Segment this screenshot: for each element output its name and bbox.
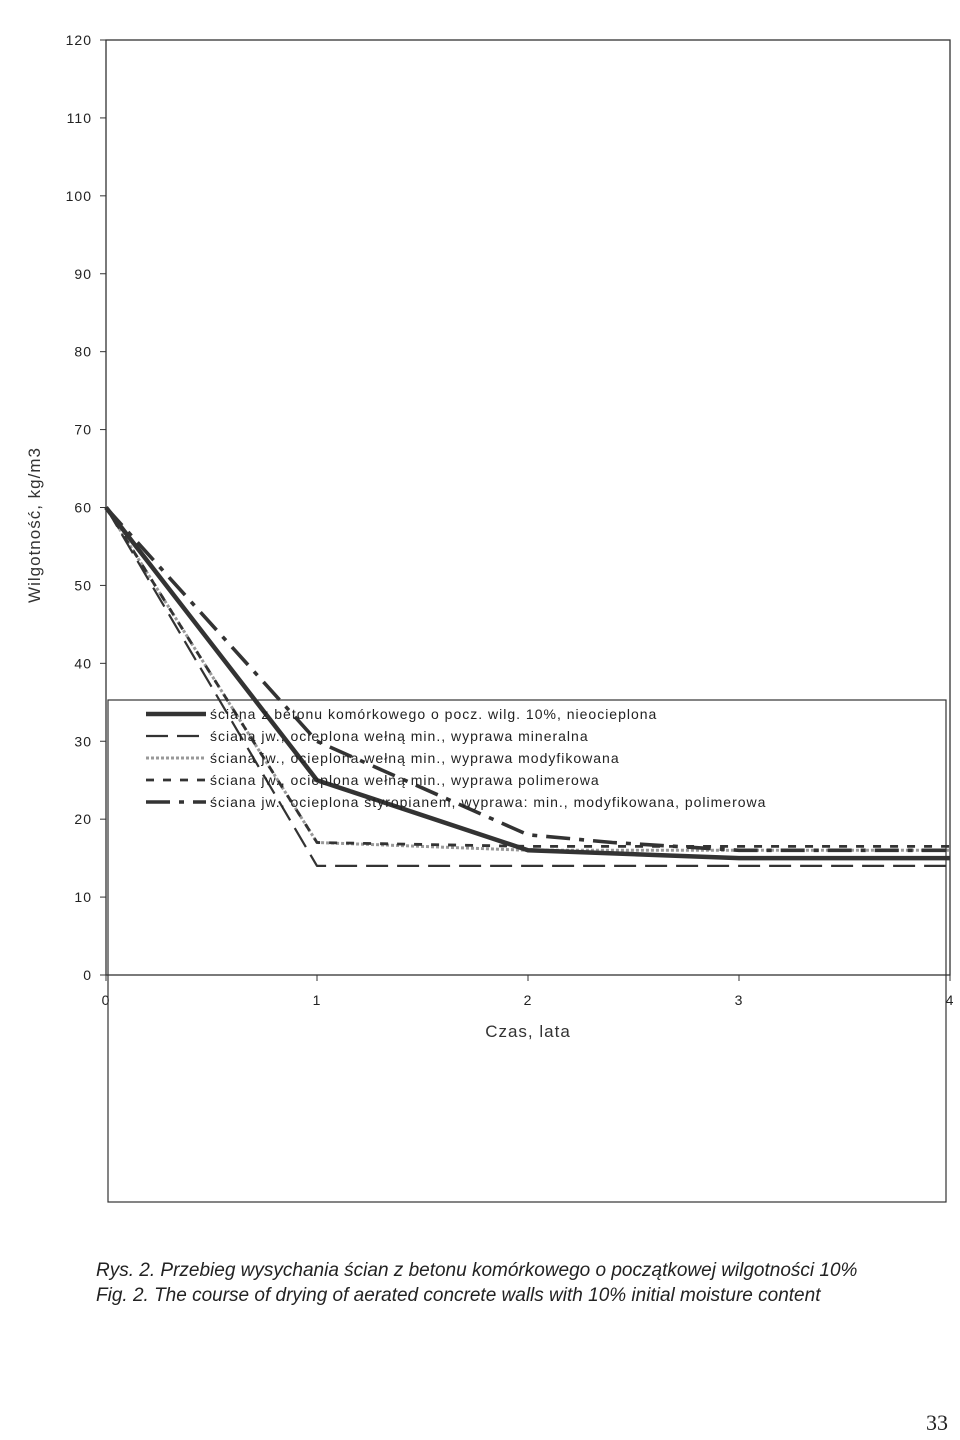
plot-frame	[105, 39, 951, 976]
x-tick-label: 2	[524, 992, 533, 1008]
y-tick-label: 120	[66, 32, 92, 48]
y-tick-label: 0	[83, 967, 92, 983]
legend: ściana z betonu komórkowego o pocz. wilg…	[146, 706, 766, 810]
legend-label-1: ściana z betonu komórkowego o pocz. wilg…	[210, 706, 657, 722]
legend-label-4: ściana jw., ocieplona wełną min., wypraw…	[210, 772, 600, 788]
caption-polish: Rys. 2. Przebieg wysychania ścian z beto…	[96, 1260, 858, 1281]
y-tick-label: 10	[74, 889, 92, 905]
y-tick-label: 110	[67, 110, 92, 126]
x-tick-label: 3	[735, 992, 744, 1008]
series-line-4	[104, 506, 950, 848]
y-tick-label: 70	[74, 422, 92, 438]
series-line-2	[105, 506, 950, 868]
drying-line-chart: 0 10 20 30 40 50 60 70 80 90 100 110 120 0 1 2 3 4 Czas,…	[25, 32, 955, 1203]
y-tick-label: 50	[74, 577, 92, 593]
y-axis-ticks: 0 10 20 30 40 50 60 70 80 90 100 110 120	[66, 32, 106, 983]
y-tick-label: 30	[74, 733, 92, 749]
y-tick-label: 90	[74, 266, 92, 282]
legend-frame	[107, 699, 947, 1203]
series-line-1	[104, 506, 950, 861]
y-axis-title: Wilgotność, kg/m3	[25, 447, 44, 603]
legend-label-5: ściana jw., ocieplona styropianem, wypra…	[210, 794, 766, 810]
plot-area-border	[105, 39, 951, 976]
y-tick-label: 20	[74, 811, 92, 827]
series-lines	[104, 506, 950, 868]
x-axis-title: Czas, lata	[485, 1022, 571, 1041]
caption-english: Fig. 2. The course of drying of aerated …	[96, 1285, 821, 1306]
y-tick-label: 100	[66, 188, 92, 204]
x-tick-label: 4	[946, 992, 955, 1008]
x-axis-ticks: 0 1 2 3 4	[102, 975, 955, 1008]
x-tick-label: 1	[313, 992, 322, 1008]
page-number: 33	[926, 1410, 948, 1435]
y-tick-label: 80	[74, 344, 92, 360]
legend-label-2: ściana jw., ocieplona wełną min., wypraw…	[210, 728, 589, 744]
x-tick-label: 0	[102, 992, 111, 1008]
y-tick-label: 40	[74, 655, 92, 671]
legend-label-3: ściana jw., ocieplona wełną min., wypraw…	[210, 750, 620, 766]
y-tick-label: 60	[74, 500, 92, 516]
